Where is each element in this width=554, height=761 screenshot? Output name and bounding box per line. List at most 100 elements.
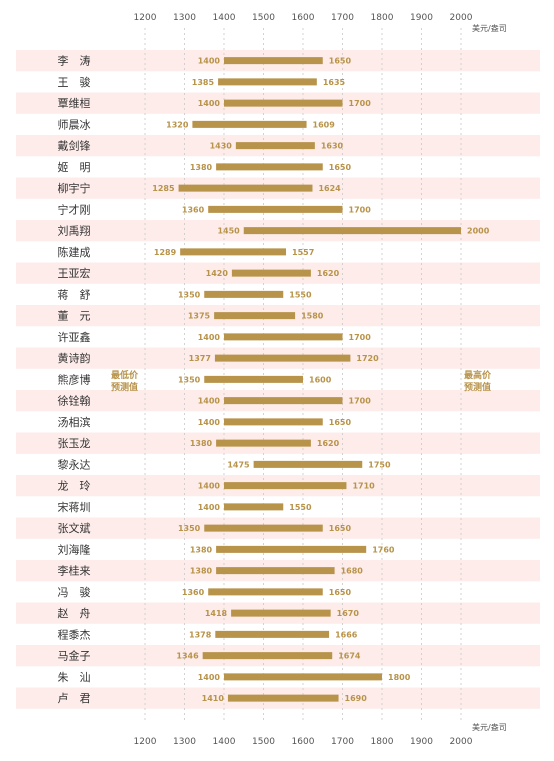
bottom-tick-label: 1300: [173, 737, 196, 747]
low-value-label: 1378: [189, 630, 212, 639]
row-name: 黎永达: [58, 457, 91, 471]
range-bar: [208, 205, 343, 213]
data-row: 宁才刚 1360 1700: [58, 202, 372, 216]
low-value-label: 1360: [182, 588, 205, 597]
high-value-label: 1666: [335, 630, 358, 639]
row-name: 赵 舟: [58, 606, 91, 620]
high-value-label: 1750: [368, 460, 391, 469]
high-value-label: 1700: [349, 333, 372, 342]
data-row: 柳宇宁 1285 1624: [58, 181, 342, 195]
row-name: 黄诗韵: [58, 351, 91, 365]
bottom-axis: 1200 1300 1400 1500 1600 1700 1800 1900 2000 美元/盎…: [134, 722, 507, 747]
row-name: 龙 玲: [58, 480, 91, 493]
data-row: 李 涛 1400 1650: [58, 54, 352, 68]
data-row: 汤相滨 1400 1650: [58, 415, 352, 429]
row-name: 宁才刚: [58, 202, 91, 216]
data-row: 董 元 1375 1580: [58, 310, 324, 323]
top-tick-label: 2000: [450, 13, 473, 23]
row-name: 柳宇宁: [58, 181, 91, 195]
range-bar: [216, 545, 367, 553]
range-bar: [253, 460, 363, 468]
data-row: 戴剑锋 1430 1630: [58, 139, 344, 153]
range-bar: [204, 290, 284, 298]
range-bar: [224, 673, 382, 681]
data-row: 张文斌 1350 1650: [58, 521, 352, 535]
bottom-unit-label: 美元/盎司: [472, 722, 507, 732]
data-row: 李桂来 1380 1680: [58, 564, 364, 578]
range-bar: [192, 120, 307, 128]
row-name: 师晨冰: [58, 118, 91, 131]
low-value-label: 1418: [205, 609, 228, 618]
row-name: 王 骏: [58, 75, 91, 89]
low-value-label: 1400: [198, 482, 221, 491]
range-bar: [224, 333, 343, 341]
low-value-label: 1475: [227, 460, 250, 469]
row-name: 姬 明: [58, 161, 91, 174]
high-value-label: 1700: [349, 205, 372, 214]
high-value-label: 1650: [329, 418, 352, 427]
top-tick-label: 1600: [292, 13, 315, 23]
right-side-label-line-2: 预测值: [464, 381, 491, 393]
row-name: 许亚鑫: [58, 330, 91, 344]
range-bar: [224, 99, 343, 107]
range-bar: [204, 524, 323, 532]
low-value-label: 1377: [189, 354, 211, 363]
top-tick-label: 1900: [410, 13, 433, 23]
data-row: 姬 明 1380 1650: [58, 161, 352, 174]
bottom-tick-label: 1400: [213, 737, 236, 747]
high-value-label: 1650: [329, 524, 352, 533]
high-value-label: 1710: [352, 482, 375, 491]
row-name: 冯 骏: [58, 585, 91, 599]
data-row: 赵 舟 1418 1670: [58, 606, 360, 620]
row-name: 卢 君: [58, 692, 91, 705]
range-bar: [204, 375, 303, 383]
low-value-label: 1400: [198, 418, 221, 427]
left-side-label-line-2: 预测值: [111, 381, 138, 393]
range-bar: [180, 248, 287, 256]
high-value-label: 1674: [338, 652, 361, 661]
row-name: 张文斌: [58, 521, 91, 535]
top-tick-label: 1700: [331, 13, 354, 23]
range-bar: [202, 652, 333, 660]
low-value-label: 1346: [176, 652, 199, 661]
bottom-tick-label: 1900: [410, 737, 433, 747]
high-value-label: 1650: [329, 588, 352, 597]
high-value-label: 1700: [349, 99, 372, 108]
data-row: 陈建成 1289 1557: [58, 245, 315, 259]
range-bar: [208, 588, 323, 596]
data-row: 覃维桓 1400 1700: [58, 96, 372, 110]
range-bar: [216, 439, 311, 447]
row-name: 汤相滨: [58, 415, 91, 429]
low-value-label: 1380: [190, 163, 213, 172]
low-value-label: 1375: [188, 312, 211, 321]
range-bar: [243, 227, 461, 235]
bottom-tick-label: 1500: [252, 737, 275, 747]
high-value-label: 1760: [372, 545, 395, 554]
row-name: 戴剑锋: [58, 139, 91, 153]
high-value-label: 1624: [318, 184, 341, 193]
right-side-label-line-1: 最高价: [464, 369, 492, 381]
low-value-label: 1430: [210, 142, 233, 151]
high-value-label: 1700: [349, 397, 372, 406]
row-name: 张玉龙: [58, 437, 91, 450]
high-value-label: 1670: [337, 609, 360, 618]
row-name: 朱 汕: [58, 671, 91, 684]
row-name: 陈建成: [58, 245, 91, 259]
data-row: 徐铨翰 1400 1700: [58, 394, 372, 408]
data-row: 刘海隆 1380 1760: [58, 542, 395, 556]
row-name: 程黍杰: [58, 628, 91, 641]
data-row: 王 骏 1385 1635: [58, 75, 346, 89]
low-value-label: 1350: [178, 375, 201, 384]
low-value-label: 1320: [166, 120, 189, 129]
low-value-label: 1400: [198, 333, 221, 342]
low-value-label: 1400: [198, 397, 221, 406]
top-tick-label: 1500: [252, 13, 275, 23]
bottom-tick-label: 2000: [450, 737, 473, 747]
low-value-label: 1400: [198, 673, 221, 682]
high-value-label: 1680: [341, 567, 364, 576]
range-bar: [224, 397, 343, 405]
range-bar: [231, 269, 311, 277]
range-bar: [224, 503, 284, 511]
row-name: 李桂来: [58, 564, 91, 578]
high-value-label: 1650: [329, 57, 352, 66]
